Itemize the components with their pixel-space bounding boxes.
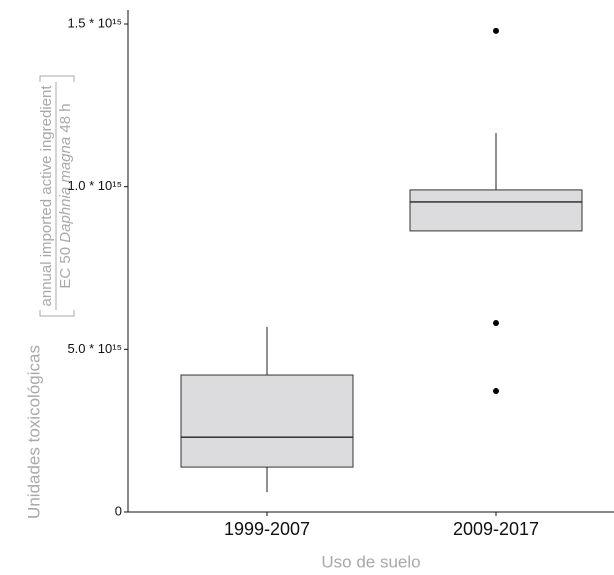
outlier <box>493 319 499 326</box>
x-tick-label: 1999-2007 <box>224 519 310 539</box>
denominator-part: 48 h <box>57 103 74 136</box>
y-title-text: Unidades toxicológicas <box>24 345 43 519</box>
outlier <box>493 387 499 394</box>
y-title-numerator: annual imported active ingredient <box>38 85 55 307</box>
y-tick-label: 0 <box>115 503 122 518</box>
bracket-right <box>39 75 75 82</box>
y-tick-label: 1.0 * 10¹⁵ <box>67 178 122 193</box>
y-axis-title: Unidades toxicológicas annual imported a… <box>24 85 73 519</box>
outlier <box>493 27 499 34</box>
denominator-part: EC 50 <box>57 243 74 289</box>
y-tick-label: 1.5 * 10¹⁵ <box>67 15 122 30</box>
y-tick-label: 5.0 * 10¹⁵ <box>67 341 122 356</box>
y-title-denominator: EC 50 Daphnia magna 48 h <box>57 103 74 288</box>
denominator-part: Daphnia magna <box>57 137 74 243</box>
x-tick-label: 2009-2017 <box>453 519 539 539</box>
bracket-left <box>39 310 75 317</box>
x-axis-title: Uso de suelo <box>321 552 420 571</box>
box <box>180 374 354 468</box>
box <box>409 189 583 232</box>
